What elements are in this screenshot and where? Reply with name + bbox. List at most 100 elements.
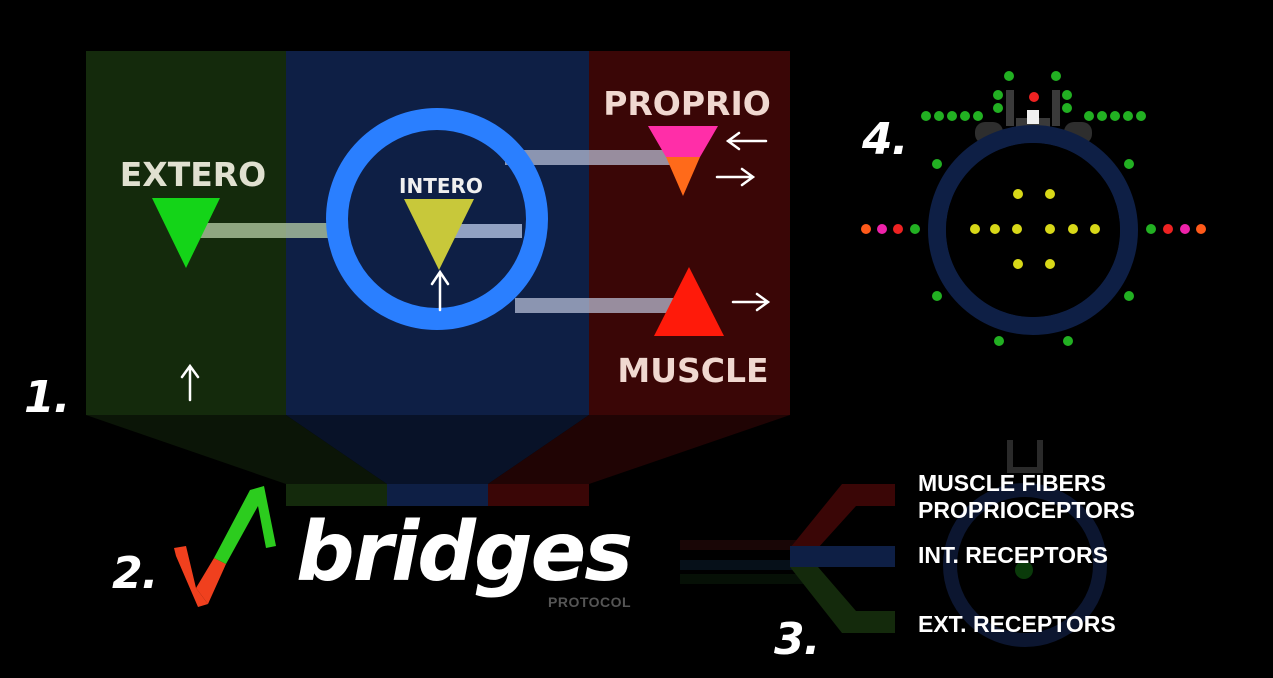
sensor-dot [861,224,871,234]
panel-1: EXTERO INTERO PROPRIO MUSCLE [86,51,790,506]
proprio-label: PROPRIO [603,84,771,123]
fade-blue [680,560,810,570]
panel-3 [680,440,1107,647]
proprio-triangle-top [648,126,718,157]
sensor-dot [1163,224,1173,234]
connector-extero [198,223,336,238]
panel-number-2: 2. [112,548,158,599]
intero-label: INTERO [399,174,483,198]
panel-number-3: 3. [774,614,820,665]
branch-intero [790,546,895,567]
sensor-dot [1062,103,1072,113]
faint-ring [943,483,1107,647]
connector-pin-right [1052,90,1060,126]
sensor-dot [1196,224,1206,234]
funnel-out-proprio [488,484,589,506]
muscle-triangle [654,267,724,336]
sensor-dot [973,111,983,121]
sensor-dot [1110,111,1120,121]
muscle-label: MUSCLE [617,351,768,390]
device-dots [861,71,1206,346]
branch-extero [790,567,895,633]
sensor-dot [960,111,970,121]
fade-red [680,540,810,550]
legend-ext-receptors: EXT. RECEPTORS [918,611,1116,637]
sensor-dot [1045,224,1055,234]
sensor-dot [1051,71,1061,81]
sensor-dot [1097,111,1107,121]
connector-muscle [515,298,685,313]
fade-green [680,574,810,584]
sensor-dot [932,159,942,169]
sensor-dot [1090,224,1100,234]
panel-4 [861,71,1206,346]
sensor-dot [970,224,980,234]
sensor-dot [1123,111,1133,121]
sensor-dot [1045,259,1055,269]
sensor-dot [910,224,920,234]
sensor-dot [934,111,944,121]
sensor-dot [1013,189,1023,199]
checkmark-mid-red [196,558,226,604]
proprio-triangle-bottom [666,157,700,196]
sensor-dot [1045,189,1055,199]
connector-intero-inner [440,224,522,238]
right-arrow-icon [731,292,771,312]
sensor-dot [1062,90,1072,100]
sensor-dot [1124,291,1134,301]
protocol-label: PROTOCOL [548,594,632,610]
panel-2-checkmark [174,486,276,607]
sensor-dot [1068,224,1078,234]
branch-muscle [790,484,895,548]
arrows [180,131,771,402]
up-arrow-icon [180,363,200,402]
panel-number-4: 4. [862,114,908,165]
faint-connector [1007,440,1043,473]
sensor-dot [1180,224,1190,234]
sensor-dot [994,336,1004,346]
funnel-proprio [488,415,790,484]
sensor-dot [1013,259,1023,269]
sensor-dot [993,90,1003,100]
connector-plug [1027,110,1039,124]
bridges-logo: bridges [296,505,633,600]
sensor-dot [1136,111,1146,121]
sensor-dot [947,111,957,121]
sensor-dot [877,224,887,234]
intero-ring [326,108,548,330]
connector-proprio [505,150,675,165]
device-inner [946,143,1120,317]
right-arrow-icon [715,167,756,187]
faint-dot [1015,561,1033,579]
extero-triangle [152,198,220,268]
sensor-dot [1124,159,1134,169]
up-arrow-icon [430,269,450,312]
checkmark-left [174,546,208,607]
sensor-dot [1063,336,1073,346]
sensor-dot [1012,224,1022,234]
intero-triangle [404,199,474,270]
sensor-dot [1084,111,1094,121]
connector-pin-left [1006,90,1014,126]
checkmark-green [214,486,276,564]
sensor-dot [1004,71,1014,81]
panel-number-1: 1. [24,372,70,423]
legend-proprioceptors: PROPRIOCEPTORS [918,497,1135,523]
sensor-dot [932,291,942,301]
funnel-out-intero [387,484,488,506]
legend-int-receptors: INT. RECEPTORS [918,542,1108,568]
sensor-dot [1146,224,1156,234]
sensor-dot [921,111,931,121]
sensor-dot [1029,92,1039,102]
sensor-dot [993,103,1003,113]
device-ring [928,125,1138,335]
sensor-dot [893,224,903,234]
funnel-out-extero [286,484,387,506]
funnel-extero [86,415,387,484]
extero-label: EXTERO [120,155,267,194]
sensor-dot [990,224,1000,234]
left-arrow-icon [725,131,768,151]
proprio-column [589,51,790,415]
